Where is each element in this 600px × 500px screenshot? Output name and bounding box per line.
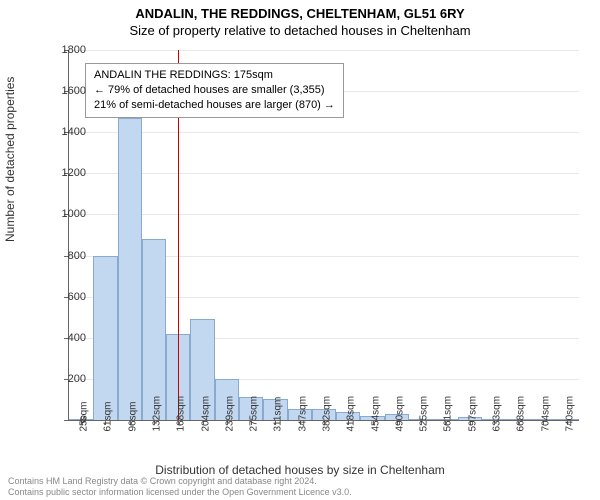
y-tick-label: 1000	[46, 208, 86, 220]
legend-line-3: 21% of semi-detached houses are larger (…	[94, 98, 335, 113]
chart-subtitle: Size of property relative to detached ho…	[0, 23, 600, 38]
legend-line-2: ← 79% of detached houses are smaller (3,…	[94, 83, 335, 98]
y-tick-label: 400	[46, 332, 86, 344]
y-tick-label: 200	[46, 373, 86, 385]
histogram-bar	[93, 256, 117, 420]
legend-box: ANDALIN THE REDDINGS: 175sqm ← 79% of de…	[85, 63, 344, 118]
gridline	[69, 50, 579, 51]
histogram-bar	[142, 239, 166, 420]
chart-title-address: ANDALIN, THE REDDINGS, CHELTENHAM, GL51 …	[0, 0, 600, 21]
y-axis-label: Number of detached properties	[3, 77, 17, 242]
y-tick-label: 1400	[46, 126, 86, 138]
footer-line-1: Contains HM Land Registry data © Crown c…	[8, 476, 352, 487]
gridline	[69, 173, 579, 174]
x-axis-label: Distribution of detached houses by size …	[0, 463, 600, 477]
y-tick-label: 1200	[46, 167, 86, 179]
gridline	[69, 214, 579, 215]
y-tick-label: 800	[46, 250, 86, 262]
chart-container: ANDALIN, THE REDDINGS, CHELTENHAM, GL51 …	[0, 0, 600, 500]
y-tick-label: 600	[46, 291, 86, 303]
y-tick-label: 1800	[46, 44, 86, 56]
y-tick-label: 1600	[46, 85, 86, 97]
footer-line-2: Contains public sector information licen…	[8, 487, 352, 498]
attribution-footer: Contains HM Land Registry data © Crown c…	[8, 476, 352, 498]
histogram-bar	[118, 118, 142, 420]
legend-line-1: ANDALIN THE REDDINGS: 175sqm	[94, 68, 335, 83]
gridline	[69, 132, 579, 133]
